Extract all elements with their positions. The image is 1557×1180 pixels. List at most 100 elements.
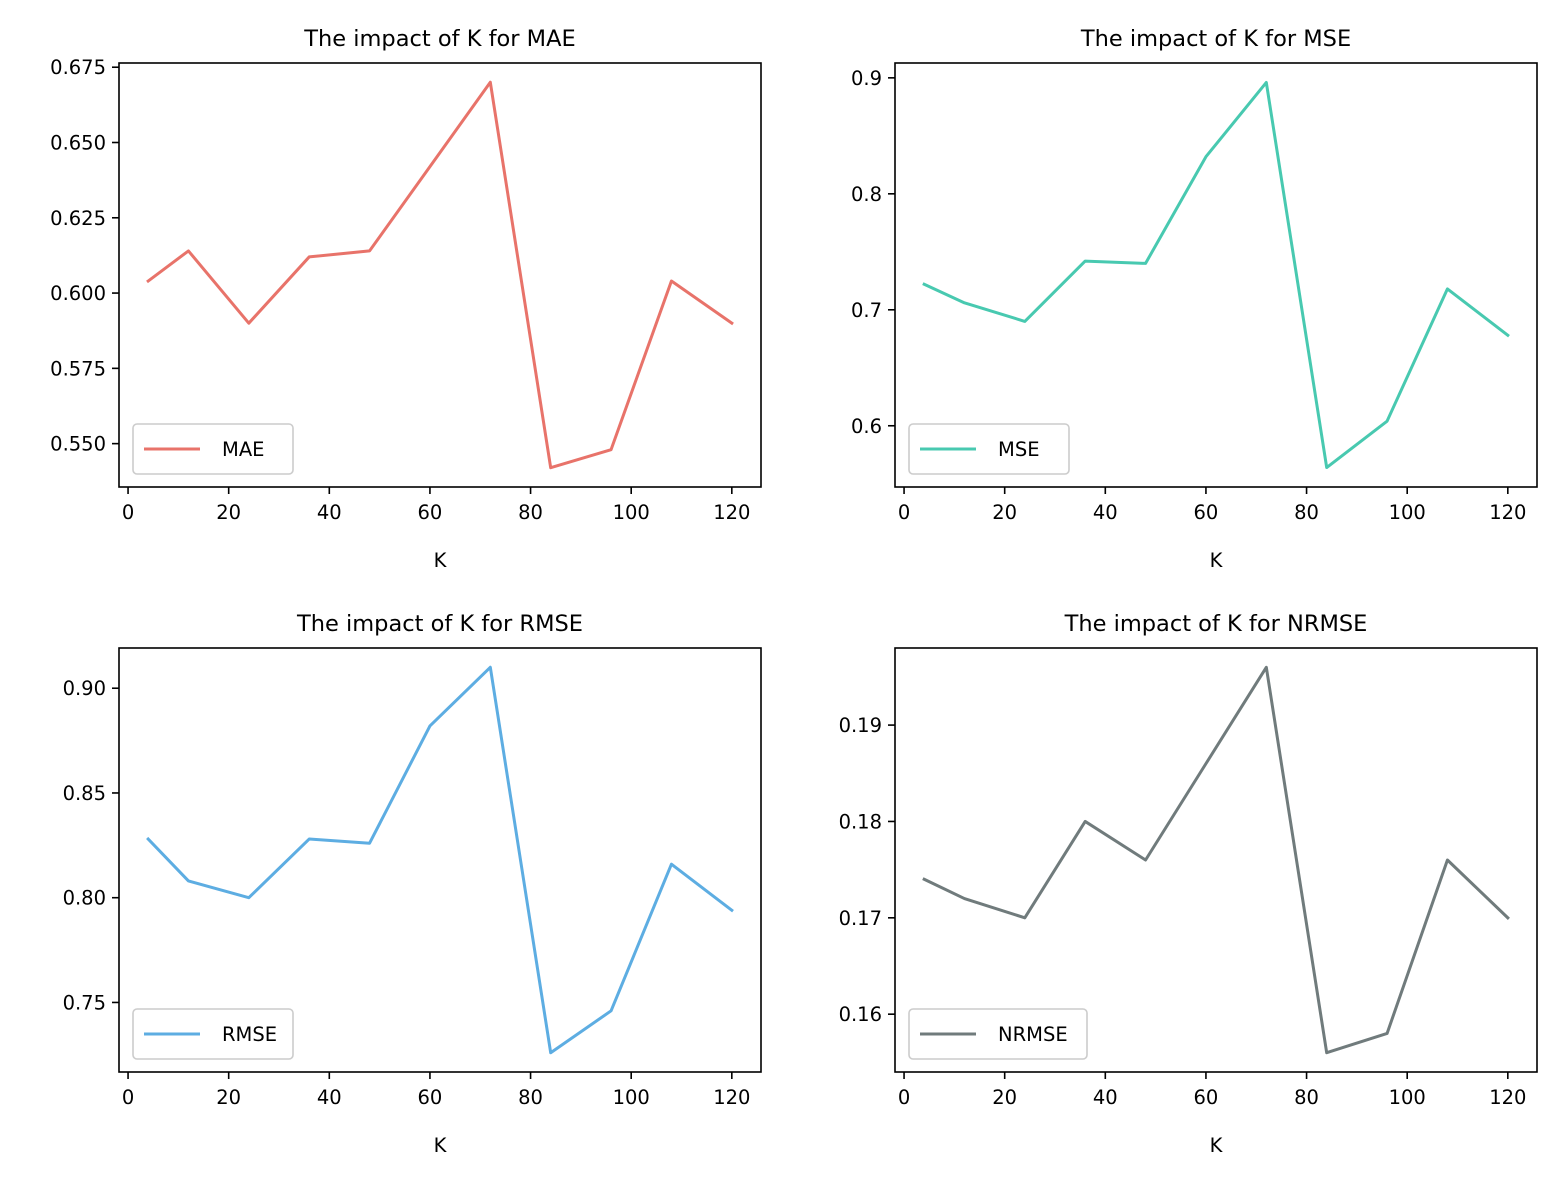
data-point — [730, 322, 733, 325]
data-point — [147, 838, 150, 841]
x-tick-label: 60 — [1194, 501, 1219, 524]
y-tick-label: 0.675 — [50, 56, 106, 79]
legend: MAE — [132, 423, 294, 475]
x-tick-label: 0 — [122, 501, 134, 524]
data-point — [923, 878, 926, 881]
y-tick-label: 0.16 — [839, 1003, 882, 1026]
data-point — [1204, 155, 1207, 158]
x-tick-label: 120 — [1489, 1086, 1526, 1109]
data-point — [549, 1051, 552, 1054]
chart-title: The impact of K for NRMSE — [1064, 611, 1368, 637]
data-point — [187, 879, 190, 882]
x-tick-label: 20 — [216, 1086, 241, 1109]
data-point — [923, 283, 926, 286]
x-axis-label: K — [434, 549, 448, 572]
data-point — [1204, 762, 1207, 765]
x-tick-label: 100 — [1389, 501, 1426, 524]
data-point — [1265, 81, 1268, 84]
data-point — [489, 666, 492, 669]
legend: NRMSE — [908, 1008, 1088, 1060]
x-tick-label: 20 — [992, 501, 1017, 524]
x-tick-label: 20 — [992, 1086, 1017, 1109]
data-point — [1506, 916, 1509, 919]
data-point — [963, 897, 966, 900]
x-tick-label: 80 — [1294, 1086, 1319, 1109]
data-point — [489, 81, 492, 84]
y-tick-label: 0.80 — [63, 887, 106, 910]
series-line-mse — [922, 80, 1510, 470]
data-point — [147, 280, 150, 283]
x-tick-label: 120 — [713, 1086, 750, 1109]
plot-area-frame — [118, 62, 762, 488]
legend-label: RMSE — [222, 1023, 277, 1046]
data-point — [1325, 466, 1328, 469]
data-point — [1446, 287, 1449, 290]
x-tick-label: 80 — [1294, 501, 1319, 524]
data-point — [549, 466, 552, 469]
x-axis-label: K — [1210, 549, 1224, 572]
series-line-mae — [146, 80, 734, 470]
data-point — [1144, 262, 1147, 265]
x-axis-label: K — [1210, 1134, 1224, 1157]
x-tick-label: 40 — [317, 501, 342, 524]
data-point — [963, 301, 966, 304]
x-tick-label: 40 — [1093, 1086, 1118, 1109]
data-point — [730, 909, 733, 912]
x-tick-label: 80 — [518, 1086, 543, 1109]
legend-label: MAE — [222, 438, 265, 461]
data-point — [187, 249, 190, 252]
y-tick-label: 0.8 — [851, 183, 882, 206]
series-line-nrmse — [922, 665, 1510, 1055]
data-point — [247, 322, 250, 325]
x-tick-label: 100 — [1389, 1086, 1426, 1109]
data-point — [610, 448, 613, 451]
data-point — [1265, 666, 1268, 669]
x-axis-label: K — [434, 1134, 448, 1157]
data-point — [368, 249, 371, 252]
data-point — [428, 724, 431, 727]
data-point — [1084, 260, 1087, 263]
data-point — [1386, 1032, 1389, 1035]
data-point — [670, 863, 673, 866]
legend-box — [132, 423, 294, 475]
y-tick-label: 0.85 — [63, 782, 106, 805]
x-tick-label: 60 — [1194, 1086, 1219, 1109]
plot-area-frame — [894, 62, 1538, 488]
y-tick-label: 0.75 — [63, 991, 106, 1014]
legend-box — [908, 1008, 1088, 1060]
series-line-rmse — [146, 665, 734, 1055]
plot-area-frame — [118, 647, 762, 1073]
x-tick-label: 120 — [713, 501, 750, 524]
y-tick-label: 0.575 — [50, 357, 106, 380]
x-tick-label: 20 — [216, 501, 241, 524]
data-point — [610, 1009, 613, 1012]
data-point — [1023, 320, 1026, 323]
x-tick-label: 60 — [418, 501, 443, 524]
legend-label: MSE — [998, 438, 1040, 461]
chart-panel-2: The impact of K for MSE 0 20 40 60 80 100 120 0.… — [851, 26, 1538, 572]
y-tick-label: 0.18 — [839, 810, 882, 833]
x-tick-label: 0 — [122, 1086, 134, 1109]
x-tick-label: 0 — [898, 501, 910, 524]
data-point — [670, 280, 673, 283]
y-tick-label: 0.90 — [63, 677, 106, 700]
data-point — [1144, 859, 1147, 862]
legend-label: NRMSE — [998, 1023, 1068, 1046]
chart-title: The impact of K for RMSE — [296, 611, 583, 637]
plot-area-frame — [894, 647, 1538, 1073]
y-tick-label: 0.6 — [851, 415, 882, 438]
y-tick-label: 0.17 — [839, 907, 882, 930]
y-tick-label: 0.650 — [50, 132, 106, 155]
x-tick-label: 100 — [613, 501, 650, 524]
data-point — [1084, 820, 1087, 823]
x-tick-label: 40 — [1093, 501, 1118, 524]
x-tick-label: 0 — [898, 1086, 910, 1109]
data-point — [368, 842, 371, 845]
legend-box — [908, 423, 1070, 475]
chart-title: The impact of K for MAE — [303, 26, 575, 52]
data-point — [308, 255, 311, 258]
data-point — [1023, 916, 1026, 919]
data-point — [1506, 334, 1509, 337]
x-tick-label: 40 — [317, 1086, 342, 1109]
